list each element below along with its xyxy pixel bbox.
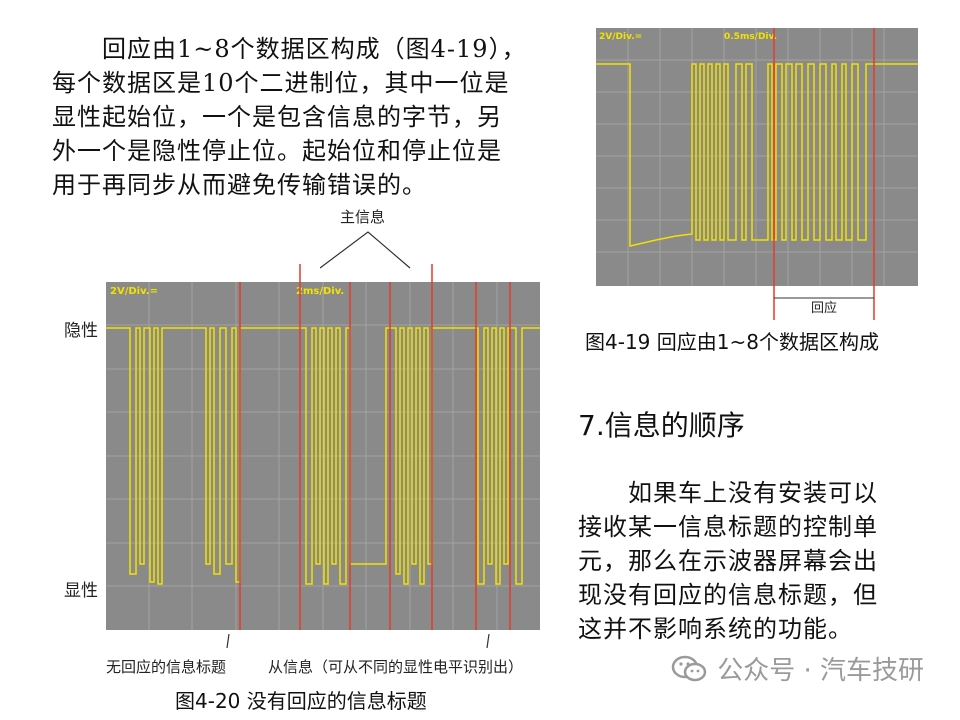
scope-volt-label: 2V/Div.= [599, 32, 642, 42]
figure-4-20: 2V/Div.= 2ms/Div. [106, 264, 540, 649]
text-line: 每个数据区是10个二进制位，其中一位是 [52, 69, 510, 97]
bracket-label: 回应 [811, 300, 837, 316]
signal-trace [596, 63, 918, 247]
text-line: 现没有回应的信息标题，但 [578, 581, 878, 609]
main-info-bracket [320, 231, 411, 269]
text-line: 外一个是隐性停止位。起始位和停止位是 [52, 137, 502, 165]
watermark-text: 公众号 · 汽车技研 [717, 656, 924, 686]
text-line: 接收某一信息标题的控制单 [578, 513, 878, 541]
main-info-label: 主信息 [340, 208, 386, 226]
text-line: 显性起始位，一个是包含信息的字节，另 [52, 103, 502, 131]
text-line: 元，那么在示波器屏幕会出 [578, 547, 878, 575]
scope-grid [596, 28, 918, 286]
scope-time-label: 2ms/Div. [296, 286, 344, 297]
annotation-no-response: 无回应的信息标题 [106, 658, 227, 676]
recessive-label: 隐性 [64, 321, 98, 341]
annotation-slave-info: 从信息（可从不同的显性电平识别出） [268, 658, 524, 676]
scope-time-label: 0.5ms/Div. [724, 32, 777, 42]
annotation-pointer [486, 633, 490, 649]
dominant-label: 显性 [64, 581, 98, 601]
figure-4-19: 2V/Div.= 0.5ms/Div. 回应 [596, 28, 918, 320]
figure-4-19-caption: 图4-19 回应由1~8个数据区构成 [585, 330, 879, 354]
sequence-paragraph: 如果车上没有安装可以 接收某一信息标题的控制单 元，那么在示波器屏幕会出 现没有… [578, 476, 918, 646]
text-line: 如果车上没有安装可以 [628, 479, 878, 507]
intro-paragraph: 回应由1~8个数据区构成（图4-19）， 每个数据区是10个二进制位，其中一位是… [52, 32, 552, 202]
scope-volt-label: 2V/Div.= [110, 286, 158, 297]
signal-trace [106, 327, 540, 585]
scope-screen [596, 28, 918, 286]
figure-4-20-caption: 图4-20 没有回应的信息标题 [175, 689, 427, 713]
annotation-pointer [226, 633, 230, 649]
text-line: 回应由1~8个数据区构成（图4-19）， [102, 35, 527, 63]
text-line: 这并不影响系统的功能。 [578, 615, 853, 643]
wechat-icon [671, 655, 707, 681]
text-line: 用于再同步从而避免传输错误的。 [52, 171, 427, 199]
section-heading: 7.信息的顺序 [578, 409, 745, 442]
watermark: 公众号 · 汽车技研 [671, 650, 924, 687]
